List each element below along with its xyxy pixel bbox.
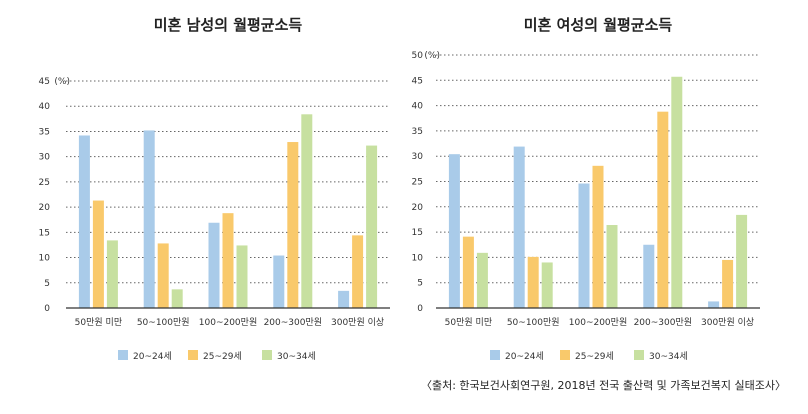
chart1-category-label: 200~300만원 <box>264 317 322 328</box>
chart1-legend-swatch <box>188 350 198 360</box>
chart1-bar-3 <box>106 240 118 308</box>
chart2-title: 미혼 여성의 월평균소득 <box>524 16 673 34</box>
chart2-bar-1 <box>708 301 720 308</box>
chart2-bar-2 <box>657 111 669 308</box>
chart1-category-label: 50~100만원 <box>137 317 190 328</box>
chart1-y-tick-label: 45 <box>39 77 50 87</box>
chart1-bar-1 <box>273 255 285 308</box>
chart2-y-tick-label: 40 <box>412 102 424 112</box>
chart1-bar-2 <box>352 235 364 308</box>
chart1-y-tick-label: 30 <box>39 153 51 163</box>
chart2-legend-swatch <box>560 350 570 360</box>
chart2-category-label: 50~100만원 <box>507 317 560 328</box>
chart1-bar-2 <box>157 243 169 308</box>
chart2-bar-2 <box>527 256 539 308</box>
chart2-legend-label: 25~29세 <box>575 351 614 362</box>
chart2-bar-2 <box>722 259 734 308</box>
chart1-bar-3 <box>301 114 313 308</box>
chart2-bar-1 <box>448 154 460 308</box>
chart1-legend-label: 30~34세 <box>277 351 316 362</box>
chart1-y-tick-label: 10 <box>39 254 51 264</box>
chart2-bar-1 <box>643 244 655 308</box>
chart1-y-tick-label: 20 <box>39 203 51 213</box>
chart2-bar-1 <box>513 146 525 308</box>
chart2-y-tick-label: 20 <box>412 203 424 213</box>
chart2-y-tick-label: 50 <box>412 51 424 61</box>
chart2-y-tick-label: 45 <box>412 76 423 86</box>
chart1-bar-2 <box>287 142 299 308</box>
chart2-bar-3 <box>671 76 683 309</box>
chart2-legend-swatch <box>490 350 500 360</box>
chart2-category-label: 50만원 미만 <box>445 317 492 328</box>
chart1-bar-1 <box>78 135 90 308</box>
chart1-bar-2 <box>222 213 234 308</box>
chart1-legend-swatch <box>118 350 128 360</box>
chart2-legend-label: 20~24세 <box>505 351 544 362</box>
chart2-unit-label: (%) <box>424 51 440 61</box>
chart2-bar-3 <box>606 225 618 308</box>
chart2-y-tick-label: 10 <box>412 253 424 263</box>
chart2-y-tick-label: 30 <box>412 152 424 162</box>
chart1-category-label: 300만원 이상 <box>331 317 384 328</box>
chart1-y-tick-label: 25 <box>39 178 50 188</box>
chart2-bar-3 <box>476 252 488 308</box>
chart1-title: 미혼 남성의 월평균소득 <box>154 16 303 34</box>
chart1-bar-1 <box>208 222 220 308</box>
chart2-bar-2 <box>462 236 474 308</box>
chart1-y-tick-label: 35 <box>39 127 50 137</box>
chart2-bar-1 <box>578 183 590 308</box>
chart1-bar-1 <box>338 290 350 308</box>
chart2-y-tick-label: 25 <box>412 178 423 188</box>
source-note: 〈출처: 한국보건사회연구원, 2018년 전국 출산력 및 가족보건복지 실태… <box>421 379 786 392</box>
chart2-legend-swatch <box>634 350 644 360</box>
chart1-category-label: 50만원 미만 <box>75 317 122 328</box>
chart1-bar-3 <box>366 145 378 308</box>
chart2-category-label: 300만원 이상 <box>701 317 754 328</box>
chart2-y-tick-label: 35 <box>412 127 423 137</box>
chart1-legend-label: 20~24세 <box>133 351 172 362</box>
chart1-y-tick-label: 0 <box>44 304 50 314</box>
chart1-category-label: 100~200만원 <box>199 317 257 328</box>
chart1-legend-label: 25~29세 <box>203 351 242 362</box>
chart2-legend-label: 30~34세 <box>649 351 688 362</box>
chart1-bar-2 <box>92 200 104 308</box>
chart1-bar-3 <box>236 245 248 308</box>
chart1-bar-1 <box>143 130 155 308</box>
chart1-y-tick-label: 5 <box>44 279 50 289</box>
chart2-y-tick-label: 5 <box>417 279 423 289</box>
chart1-y-tick-label: 15 <box>39 228 50 238</box>
chart1-legend-swatch <box>262 350 272 360</box>
chart2-category-label: 100~200만원 <box>569 317 627 328</box>
chart2-category-label: 200~300만원 <box>634 317 692 328</box>
chart1-y-tick-label: 40 <box>39 102 51 112</box>
chart2-y-tick-label: 15 <box>412 228 423 238</box>
chart2-bar-3 <box>736 214 748 308</box>
chart2-y-tick-label: 0 <box>417 304 423 314</box>
chart2-bar-3 <box>541 262 553 308</box>
chart2-bar-2 <box>592 165 604 308</box>
chart1-bar-3 <box>171 289 183 308</box>
chart1-unit-label: (%) <box>54 77 70 87</box>
